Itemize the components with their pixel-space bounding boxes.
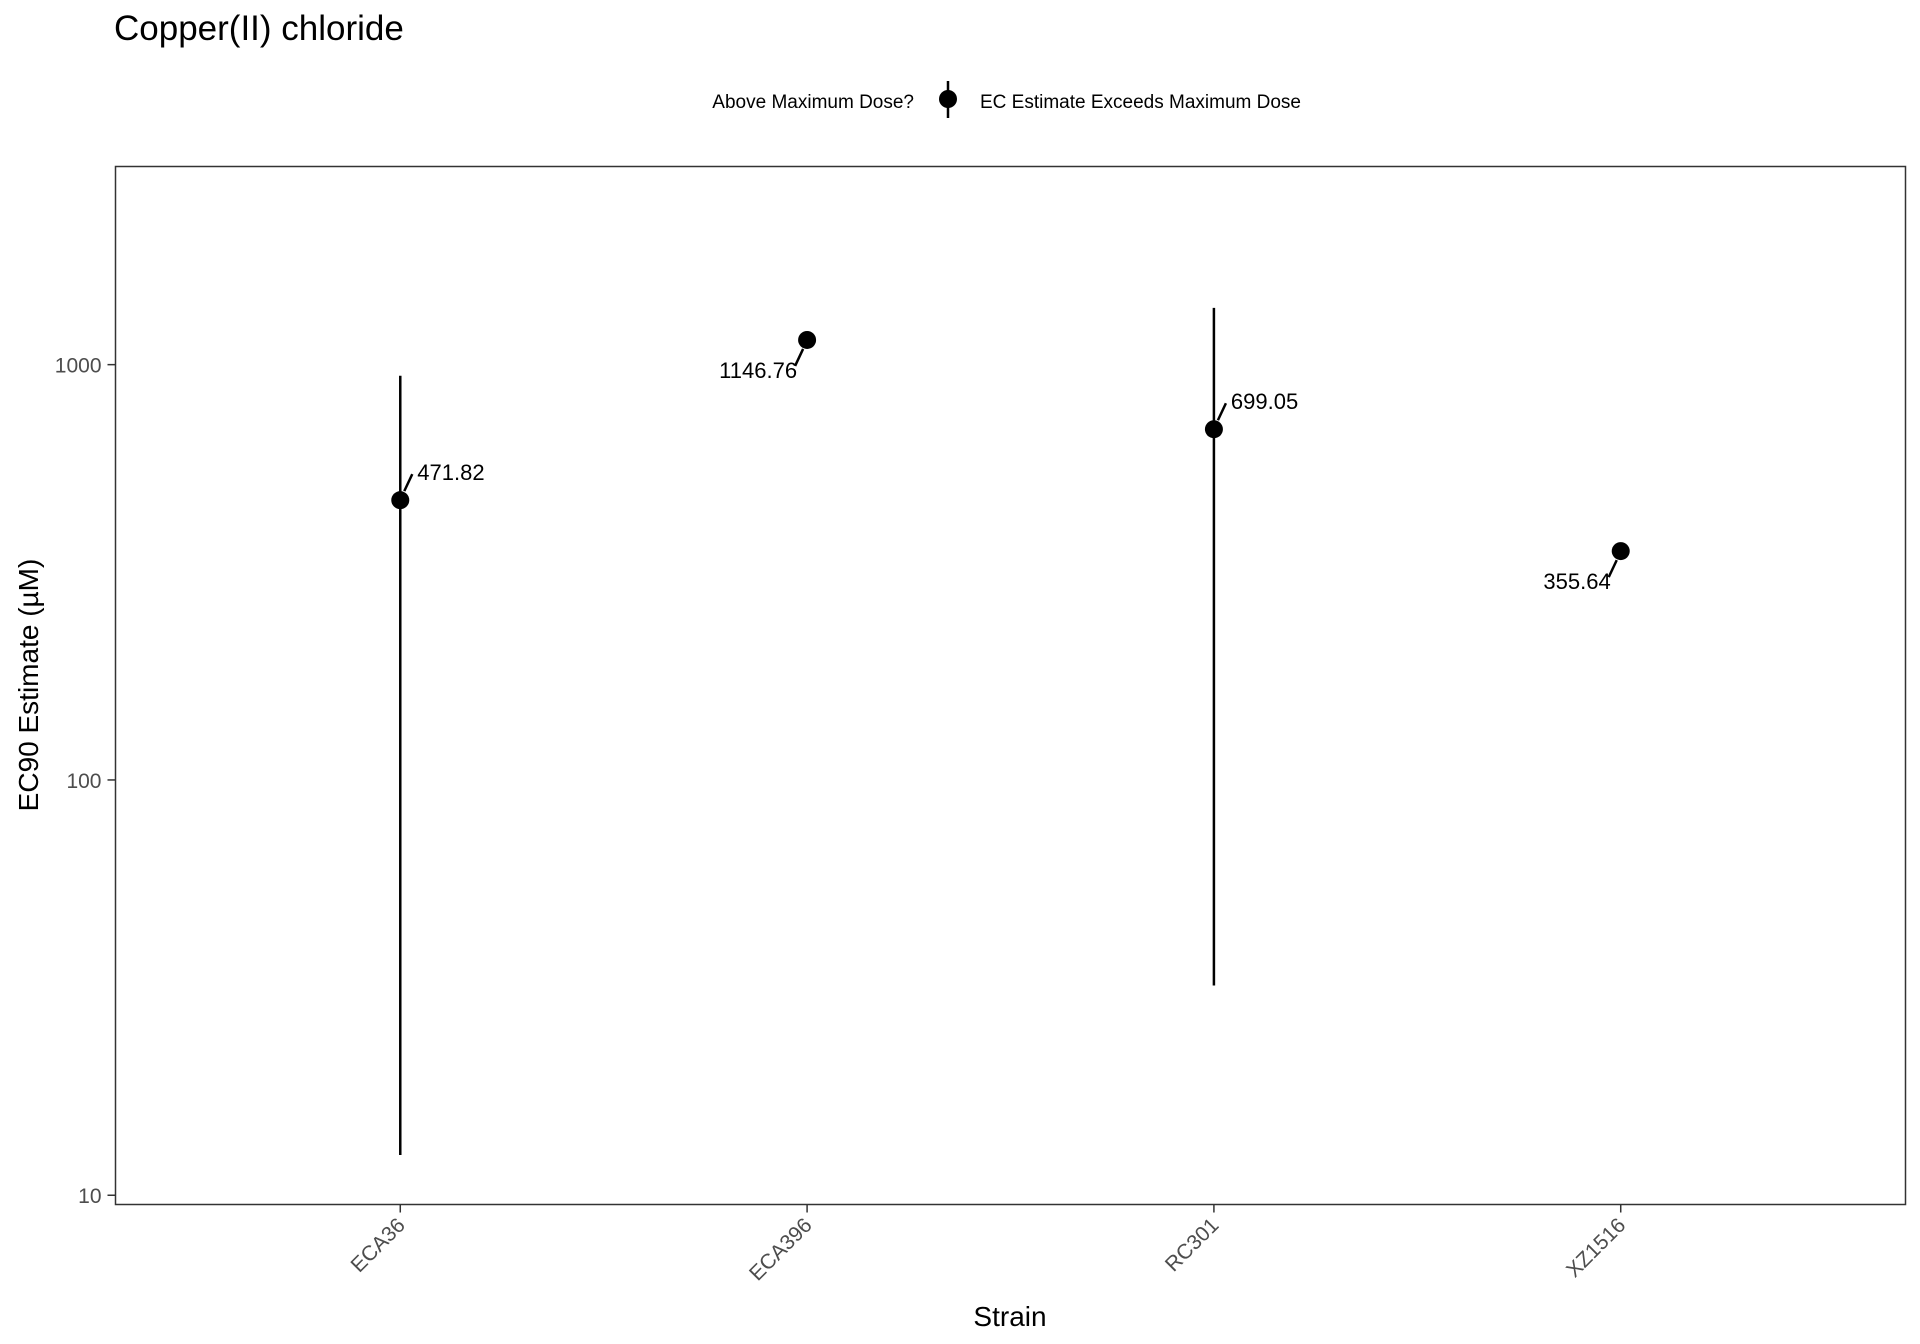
data-point — [1204, 420, 1223, 439]
label-leader — [403, 473, 414, 492]
data-label: 699.05 — [1231, 389, 1298, 414]
label-leader — [1216, 402, 1228, 421]
data-point — [798, 330, 817, 349]
y-axis-title: EC90 Estimate (µM) — [13, 559, 44, 812]
y-tick-label: 1000 — [55, 355, 102, 378]
data-label: 1146.76 — [719, 358, 797, 383]
legend: Above Maximum Dose? EC Estimate Exceeds … — [712, 81, 1301, 118]
x-tick-label: ECA396 — [745, 1214, 817, 1286]
label-leader — [793, 348, 805, 367]
data-label: 471.82 — [417, 460, 484, 485]
label-leader — [1607, 559, 1618, 578]
x-axis: ECA36 ECA396 RC301 XZ1516 — [346, 1204, 1630, 1286]
x-axis-title: Strain — [973, 1301, 1046, 1332]
legend-title: Above Maximum Dose? — [712, 92, 914, 113]
y-tick-label: 10 — [78, 1185, 101, 1208]
y-tick-label: 100 — [66, 770, 101, 793]
plot-panel — [114, 165, 1907, 1206]
y-axis: 10 100 1000 — [55, 355, 116, 1208]
data-label: 355.64 — [1543, 569, 1610, 594]
legend-key-point — [939, 90, 957, 108]
x-tick-label: XZ1516 — [1562, 1214, 1630, 1282]
legend-entry: EC Estimate Exceeds Maximum Dose — [980, 92, 1301, 113]
data-point — [1611, 542, 1630, 561]
data-marks: 471.82 1146.76 699.05 355.64 — [391, 307, 1630, 1156]
x-tick-label: RC301 — [1161, 1214, 1223, 1276]
chart-title: Copper(II) chloride — [114, 9, 404, 48]
data-point — [391, 491, 410, 510]
x-tick-label: ECA36 — [346, 1214, 409, 1277]
